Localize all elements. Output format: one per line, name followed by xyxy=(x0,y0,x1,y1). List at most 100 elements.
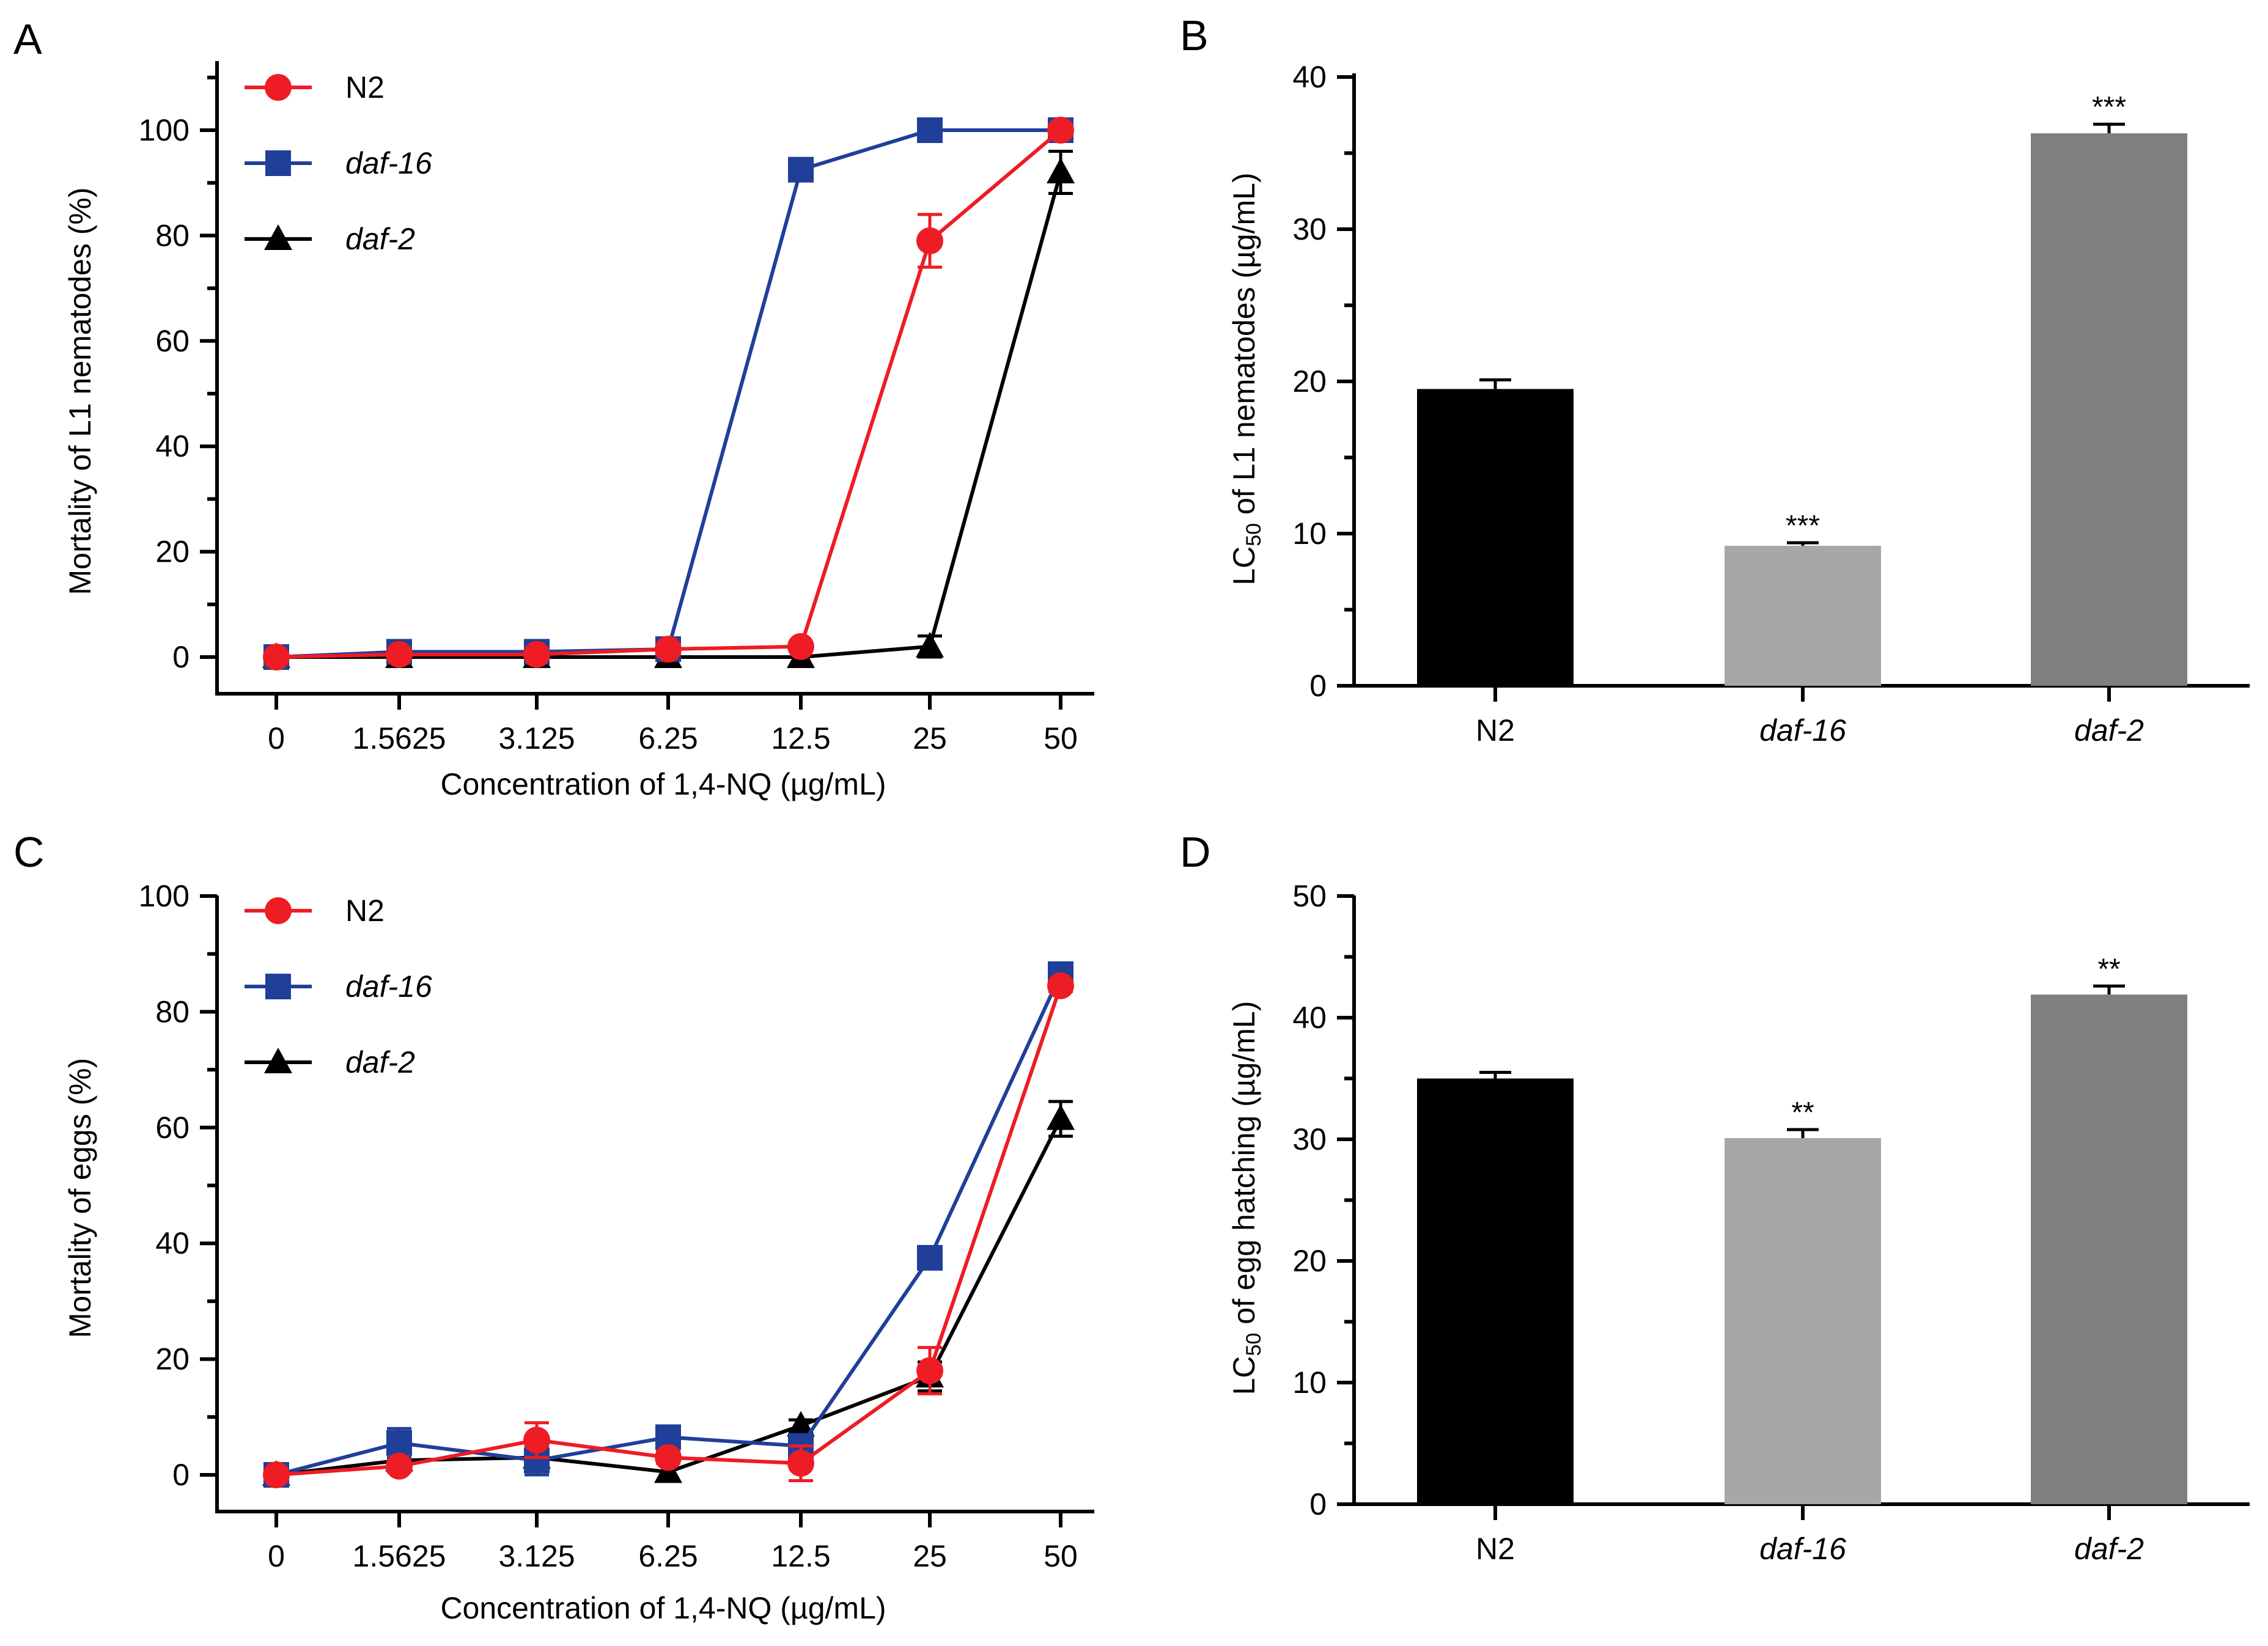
data-point-N2 xyxy=(916,227,943,255)
panel-c-x-axis-title: Concentration of 1,4-NQ (µg/mL) xyxy=(440,1591,886,1625)
y-tick-label: 0 xyxy=(172,640,190,674)
y-tick-label: 0 xyxy=(1309,669,1327,703)
bar-daf-2 xyxy=(2031,133,2187,686)
y-tick-label: 40 xyxy=(155,1226,190,1260)
series-line-N2 xyxy=(276,128,1062,659)
data-point-N2 xyxy=(386,641,413,668)
panel-c-plot-area xyxy=(262,961,1075,1488)
y-tick-label: 40 xyxy=(155,429,190,463)
panel-b-y-axis-rest: of L1 nematodes (µg/mL) xyxy=(1227,172,1261,523)
series-line-daf-16 xyxy=(276,128,1061,659)
y-tick-label: 40 xyxy=(1292,1001,1327,1035)
series-daf-16 xyxy=(263,117,1073,670)
data-point-daf-2 xyxy=(1047,1104,1075,1130)
data-point-N2 xyxy=(263,644,290,671)
series-N2 xyxy=(263,117,1074,671)
x-tick-label: 3.125 xyxy=(498,1539,575,1573)
data-point-daf-2 xyxy=(916,631,944,658)
x-tick-label: 25 xyxy=(913,1539,947,1573)
legend-label-daf-2: daf-2 xyxy=(345,222,415,256)
legend-marker-daf-2 xyxy=(264,1048,292,1073)
series-daf-16 xyxy=(263,961,1073,1488)
data-point-daf-2 xyxy=(1047,157,1075,183)
y-tick-label: 0 xyxy=(172,1458,190,1492)
x-tick-label: 12.5 xyxy=(771,721,830,755)
y-tick-label: 80 xyxy=(155,218,190,252)
panel-a-legend: N2 daf-16 daf-2 xyxy=(245,70,432,256)
panel-a-y-axis-title: Mortality of L1 nematodes (%) xyxy=(63,188,97,595)
legend-label-daf-2: daf-2 xyxy=(345,1045,415,1079)
data-point-N2 xyxy=(916,1357,943,1384)
panel-b-y-ticks: 0 10 20 30 40 xyxy=(1292,60,1354,703)
bar-daf-16 xyxy=(1725,1138,1881,1504)
x-tick-label: 6.25 xyxy=(638,1539,698,1573)
panel-a-letter: A xyxy=(13,15,42,63)
x-tick-label: daf-16 xyxy=(1759,713,1846,748)
y-tick-label: 100 xyxy=(139,113,190,147)
panel-b-y-axis-lc: LC xyxy=(1227,546,1261,586)
bar-N2 xyxy=(1417,389,1574,686)
data-point-daf-16 xyxy=(917,117,943,143)
bar-daf-16 xyxy=(1725,545,1881,686)
x-tick-label: 1.5625 xyxy=(353,721,446,755)
x-tick-label: 1.5625 xyxy=(353,1539,446,1573)
data-point-N2 xyxy=(263,1461,290,1488)
panel-d-y-ticks: 0 10 20 30 40 50 xyxy=(1292,879,1354,1521)
x-tick-label: daf-2 xyxy=(2074,713,2144,748)
x-tick-label: N2 xyxy=(1476,1532,1515,1566)
data-point-N2 xyxy=(523,1427,550,1454)
data-point-N2 xyxy=(655,1444,682,1471)
data-point-N2 xyxy=(655,636,682,663)
y-tick-label: 30 xyxy=(1292,212,1327,246)
panel-a-x-axis-title: Concentration of 1,4-NQ (µg/mL) xyxy=(440,767,886,801)
panel-d-plot-area: N2 ** daf-16 ** daf-2 xyxy=(1417,953,2187,1566)
panel-a-y-ticks: 0 20 40 60 80 100 xyxy=(139,75,217,674)
y-tick-label: 20 xyxy=(155,1342,190,1376)
significance-label: *** xyxy=(1786,510,1820,542)
panel-c-axes: 0 20 40 60 80 100 0 1.5625 3.125 6.25 12.5 25 50 xyxy=(139,879,1094,1573)
series-line-daf-2 xyxy=(276,1118,1062,1477)
panel-d-y-axis-rest: of egg hatching (µg/mL) xyxy=(1227,1001,1261,1333)
panel-b-y-axis-sub: 50 xyxy=(1242,523,1265,546)
y-tick-label: 60 xyxy=(155,324,190,358)
panel-a-axes: 0 20 40 60 80 100 0 1.5625 3.125 6.25 12.5 25 50 xyxy=(139,61,1094,755)
data-point-N2 xyxy=(787,633,814,660)
data-point-daf-2 xyxy=(787,1411,815,1437)
legend-label-daf-16: daf-16 xyxy=(345,146,432,180)
panel-d-y-axis-lc: LC xyxy=(1227,1356,1261,1395)
panel-a-plot-area xyxy=(262,117,1075,671)
x-tick-label: 0 xyxy=(268,721,285,755)
x-tick-label: 25 xyxy=(913,721,947,755)
legend-marker-daf-16 xyxy=(265,150,291,176)
panel-b-letter: B xyxy=(1180,12,1209,59)
y-tick-label: 80 xyxy=(155,994,190,1029)
x-tick-label: 50 xyxy=(1044,721,1078,755)
x-tick-label: daf-2 xyxy=(2074,1532,2144,1566)
data-point-N2 xyxy=(386,1452,413,1480)
series-N2 xyxy=(263,972,1074,1488)
panel-c-y-ticks: 0 20 40 60 80 100 xyxy=(139,879,217,1492)
y-tick-label: 0 xyxy=(1309,1487,1327,1521)
significance-label: ** xyxy=(1791,1097,1814,1129)
panel-b-y-axis-title: LC50 of L1 nematodes (µg/mL) xyxy=(1227,172,1265,585)
legend-marker-daf-2 xyxy=(264,224,292,250)
legend-label-daf-16: daf-16 xyxy=(345,969,432,1004)
x-tick-label: N2 xyxy=(1476,713,1515,748)
data-point-N2 xyxy=(787,1450,814,1477)
panel-d-y-axis-sub: 50 xyxy=(1242,1333,1265,1356)
data-point-daf-16 xyxy=(386,1430,412,1456)
y-tick-label: 60 xyxy=(155,1111,190,1145)
y-tick-label: 10 xyxy=(1292,1365,1327,1400)
panel-d-y-axis-title: LC50 of egg hatching (µg/mL) xyxy=(1227,1001,1265,1395)
panel-c-y-axis-title: Mortality of eggs (%) xyxy=(63,1058,97,1338)
y-tick-label: 10 xyxy=(1292,516,1327,551)
data-point-N2 xyxy=(523,641,550,668)
legend-marker-daf-16 xyxy=(265,974,291,999)
panel-d-letter: D xyxy=(1180,828,1211,876)
data-point-daf-16 xyxy=(917,1244,943,1271)
x-tick-label: 12.5 xyxy=(771,1539,830,1573)
panel-c-letter: C xyxy=(13,828,45,876)
legend-marker-N2 xyxy=(265,74,292,101)
